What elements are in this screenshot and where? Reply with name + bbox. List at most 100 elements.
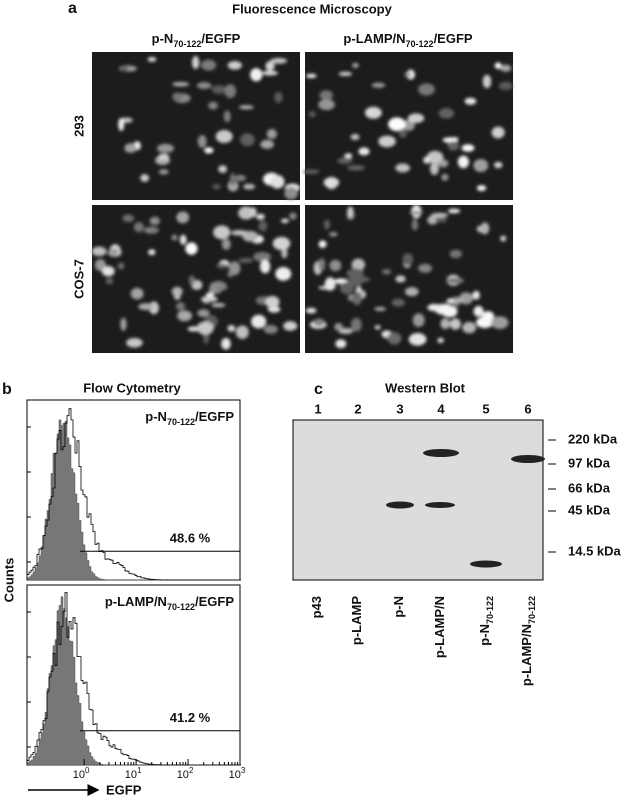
cell [270,57,288,64]
cell [338,327,354,335]
cell [404,72,412,77]
lane-number: 2 [354,401,361,416]
band [511,455,545,463]
text-part: p43 [309,596,324,618]
cells [118,55,301,200]
histogram-sample [26,408,241,581]
lane-label: p-LAMP [349,596,364,645]
cell [120,317,127,331]
cell [399,130,407,138]
cell [352,63,359,68]
cell [197,309,210,318]
lane-number: 5 [482,401,489,416]
cell [215,286,228,291]
cell [258,220,268,232]
cell [395,275,406,283]
gate-percent: 48.6 % [170,531,211,546]
cell [130,287,144,300]
cell [313,318,325,327]
cell [491,316,509,329]
cell [211,302,226,308]
cell [172,92,183,101]
band [470,560,502,568]
cell [482,74,492,89]
cell [409,210,423,215]
cell [500,64,512,72]
cell [374,306,387,312]
x-tick-label: 100 [73,766,90,781]
cell [500,235,507,242]
band [386,501,414,509]
cell [337,157,353,164]
y-axis-label: Counts [1,558,16,603]
cell [235,174,247,182]
histogram-control [26,419,241,581]
text-part: p-LAMP [349,596,364,645]
cell [283,321,298,331]
cells [91,206,298,350]
cell [338,71,353,76]
cell [459,292,474,305]
text-part: p-LAMP/N [519,624,534,686]
cell [351,258,365,271]
cell [437,337,444,344]
cell [423,156,431,164]
cell [476,185,487,192]
panel-letter: c [314,381,323,398]
cell [491,126,505,139]
cell [177,310,193,322]
band [425,502,455,508]
cell [196,321,214,335]
cell [259,259,271,274]
text-part: 0 [85,766,90,775]
cell [280,218,290,224]
cell [328,232,338,237]
text-part: p-LAMP/N [105,594,167,609]
cell [347,206,354,218]
marker-label: 66 kDa [568,480,611,495]
marker-label: 14.5 kDa [568,543,622,558]
cell [197,134,207,149]
cell [251,314,267,329]
x-axis-label: EGFP [106,782,142,797]
x-tick-label: 101 [125,766,142,781]
cell [411,218,419,231]
cell [449,249,462,259]
text-part: p-N [145,409,167,424]
text-part: p-LAMP/N [343,31,405,46]
cell [319,90,334,100]
blot-membrane [292,419,544,581]
cell [272,236,291,251]
cell [441,306,458,318]
cell [381,268,392,275]
cell [378,135,396,148]
lane-label: p-LAMP/N [432,596,447,658]
cell [149,216,161,226]
cell [364,106,382,119]
cell [249,207,257,218]
cell [412,313,425,328]
cell [208,101,219,110]
cell [196,82,212,90]
cell [494,62,502,69]
cell [212,183,221,190]
panel-letter: a [68,0,77,17]
cell [243,183,256,190]
cell [449,318,461,330]
cell [253,252,272,262]
lane-label: p-N70-122 [477,596,495,646]
cell [329,259,342,272]
cell [158,169,169,175]
cell [308,111,316,118]
cell [498,81,513,91]
panel-letter: b [2,381,12,398]
cell [172,81,190,87]
cell [227,271,234,277]
cell [265,295,280,309]
cell [223,110,231,123]
histogram-label: p-N70-122/EGFP [145,409,234,427]
cell [101,266,115,277]
panel-title: Western Blot [385,380,466,395]
cell [171,286,183,297]
